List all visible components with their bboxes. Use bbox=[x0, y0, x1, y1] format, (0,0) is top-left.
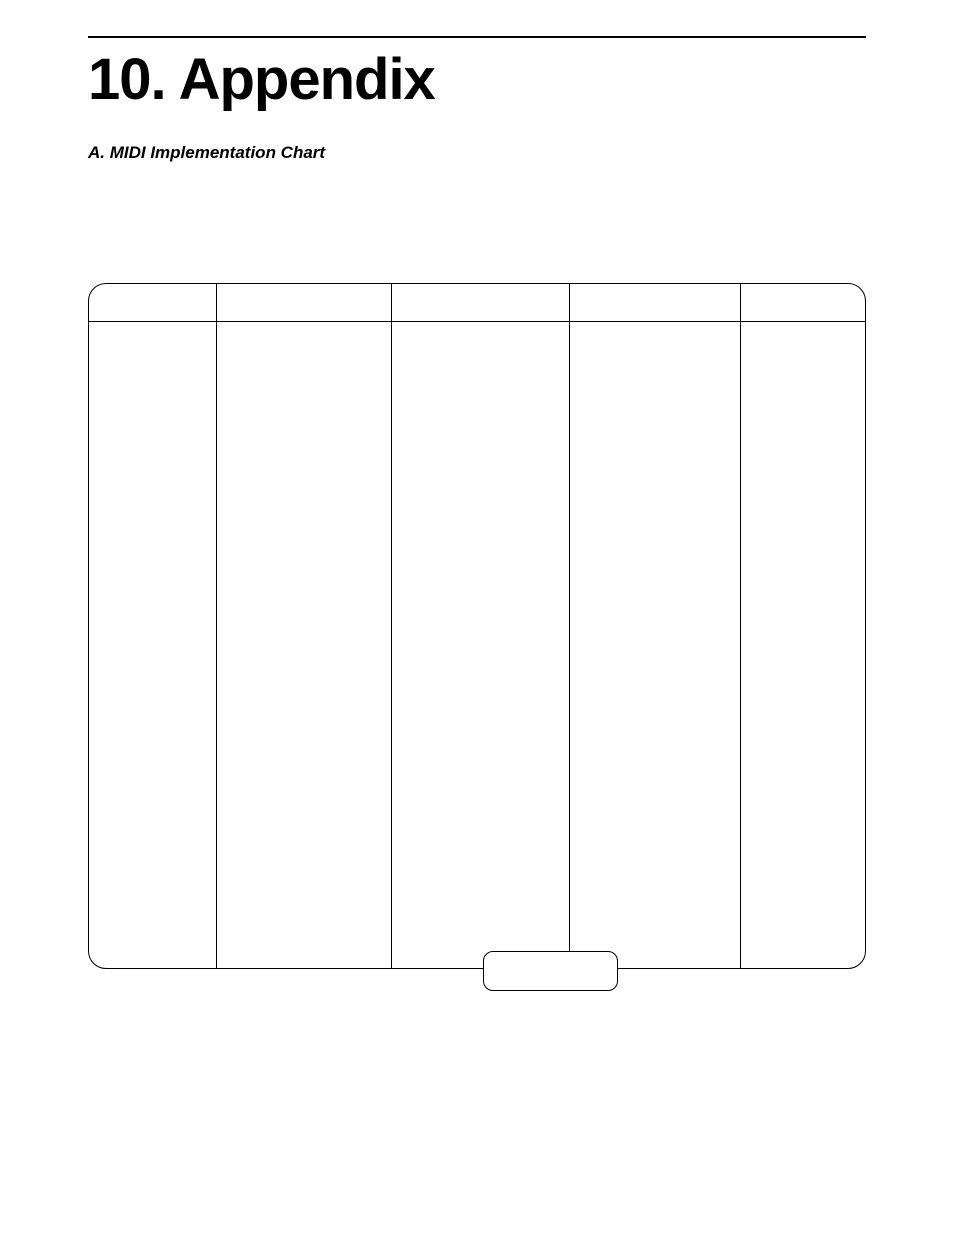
midi-chart-box bbox=[88, 283, 866, 969]
chart-col-3 bbox=[392, 284, 570, 968]
page-title: 10. Appendix bbox=[88, 46, 866, 113]
page-number-badge bbox=[483, 951, 618, 991]
chart-columns bbox=[89, 284, 865, 968]
chart-wrapper bbox=[88, 283, 866, 969]
chart-col-5 bbox=[741, 284, 865, 968]
section-heading: A. MIDI Implementation Chart bbox=[88, 143, 866, 163]
page-container: 10. Appendix A. MIDI Implementation Char… bbox=[0, 0, 954, 969]
chart-header-row bbox=[89, 284, 865, 322]
chart-col-1 bbox=[89, 284, 217, 968]
top-rule bbox=[88, 36, 866, 38]
chart-col-2 bbox=[217, 284, 392, 968]
chart-col-4 bbox=[570, 284, 741, 968]
